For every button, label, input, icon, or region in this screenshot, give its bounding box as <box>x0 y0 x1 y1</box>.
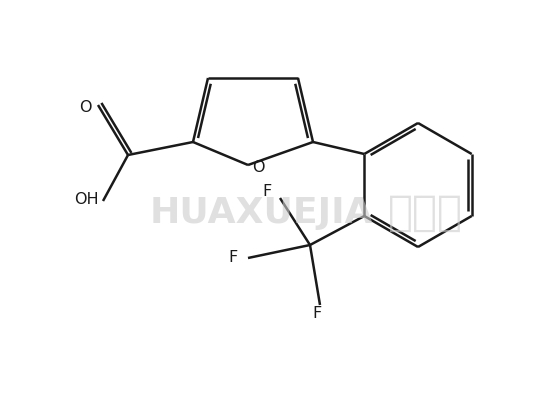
Text: O: O <box>79 100 92 114</box>
Text: O: O <box>252 159 265 175</box>
Text: HUAXUEJIA: HUAXUEJIA <box>150 196 374 230</box>
Text: OH: OH <box>75 192 99 206</box>
Text: F: F <box>229 251 238 266</box>
Text: F: F <box>313 306 322 320</box>
Text: 化学加: 化学加 <box>388 192 463 234</box>
Text: F: F <box>263 185 272 199</box>
